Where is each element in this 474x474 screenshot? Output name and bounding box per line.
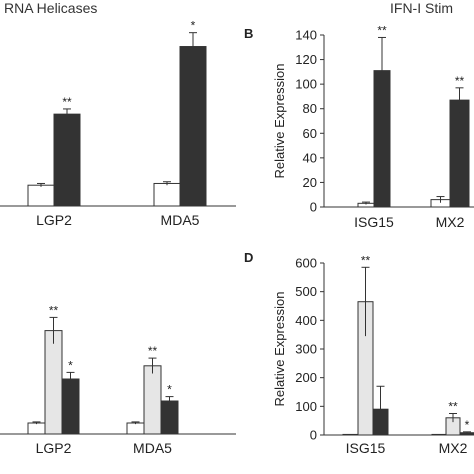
y-tick-label: 0: [310, 428, 317, 443]
category-label: MDA5: [133, 440, 172, 456]
category-label: MX2: [436, 214, 465, 230]
significance-marker: *: [191, 19, 196, 33]
significance-marker: **: [49, 303, 59, 317]
category-label: MX2: [439, 440, 468, 456]
bar: [126, 422, 145, 435]
category-label: MDA5: [161, 212, 200, 228]
panel-label-d: D: [244, 250, 254, 265]
y-tick-label: 600: [295, 256, 317, 271]
significance-marker: *: [68, 358, 73, 372]
bar: [27, 422, 46, 435]
significance-marker: **: [377, 23, 387, 37]
significance-marker: **: [62, 95, 72, 109]
bar: [342, 433, 359, 436]
panel-c: ***LGP2***MDA5: [0, 303, 236, 456]
y-tick-label: 300: [295, 342, 317, 357]
y-tick-label: 200: [295, 370, 317, 385]
bar: [44, 330, 63, 435]
bar: [179, 46, 207, 207]
y-tick-label: 400: [295, 313, 317, 328]
y-tick-label: 100: [295, 77, 317, 92]
right-header: IFN-I Stim: [390, 0, 453, 16]
bar: [153, 182, 181, 207]
y-tick-label: 60: [303, 126, 317, 141]
bar: [160, 400, 179, 435]
bar: [27, 184, 55, 207]
significance-marker: **: [361, 253, 371, 267]
y-axis-label: Relative Expression: [272, 64, 287, 179]
bar: [143, 365, 162, 435]
y-tick-label: 0: [310, 200, 317, 215]
category-label: ISG15: [346, 440, 386, 456]
left-header: RNA Helicases: [4, 0, 98, 16]
y-tick-label: 140: [295, 28, 317, 43]
panel-b: 0 20 40 60 80 100 120 140 Relative Expression ** I…: [272, 23, 474, 230]
category-label: LGP2: [36, 212, 72, 228]
category-label: LGP2: [36, 440, 72, 456]
significance-marker: *: [465, 418, 470, 432]
y-tick-label: 120: [295, 52, 317, 67]
panel-a: ** LGP2 * MDA5: [0, 19, 236, 228]
y-tick-label: 80: [303, 101, 317, 116]
y-tick-label: 20: [303, 175, 317, 190]
y-tick-label: 100: [295, 399, 317, 414]
significance-marker: **: [455, 74, 465, 88]
bar: [431, 433, 447, 436]
significance-marker: **: [148, 344, 158, 358]
bar: [449, 99, 470, 208]
bar: [61, 378, 80, 435]
y-axis-label: Relative Expression: [272, 292, 287, 407]
y-tick-label: 40: [303, 150, 317, 165]
panel-label-b: B: [244, 26, 254, 41]
significance-marker: **: [448, 400, 458, 414]
category-label: ISG15: [354, 214, 394, 230]
significance-marker: *: [167, 383, 172, 397]
y-tick-label: 500: [295, 284, 317, 299]
bar: [53, 113, 81, 207]
